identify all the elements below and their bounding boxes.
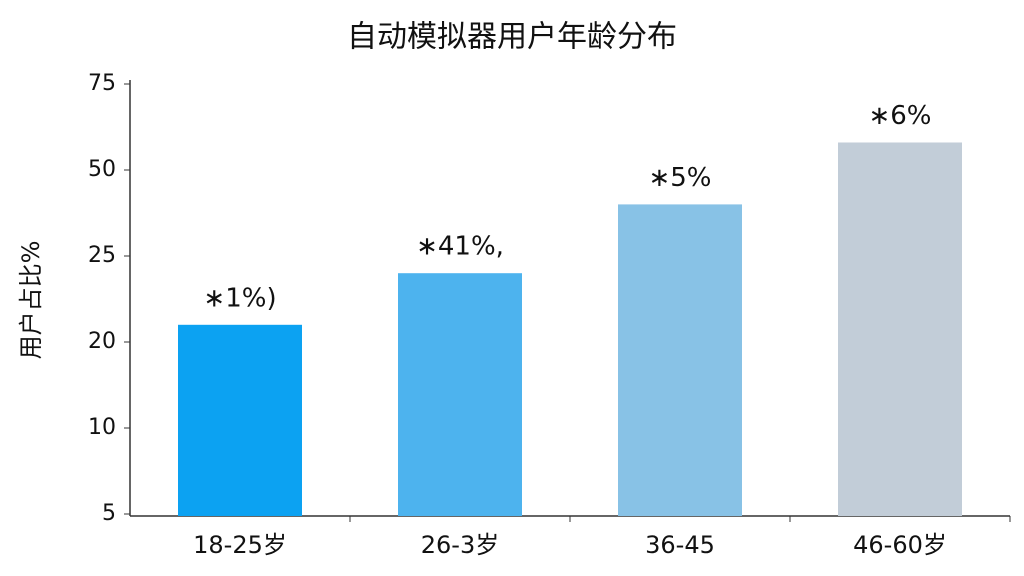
y-tick-label: 5 xyxy=(102,501,116,526)
x-tick-label: 26-3岁 xyxy=(421,531,499,559)
y-tick-label: 25 xyxy=(88,243,116,268)
bar-annotation: ∗6% xyxy=(868,101,931,131)
bar-annotation: ∗5% xyxy=(648,163,711,193)
bar-annotation: ∗41%, xyxy=(416,232,504,262)
bar-annotation: ∗1%) xyxy=(203,283,276,313)
bar xyxy=(838,142,962,517)
y-tick-label: 20 xyxy=(88,329,116,354)
y-axis-title: 用户占比% xyxy=(17,241,45,360)
x-tick-label: 18-25岁 xyxy=(193,531,287,559)
bar xyxy=(178,324,302,516)
bar xyxy=(618,204,742,516)
x-tick-label: 46-60岁 xyxy=(853,531,947,559)
y-tick-label: 75 xyxy=(88,71,116,96)
bar xyxy=(398,273,522,516)
x-tick-label: 36-45 xyxy=(645,531,715,559)
chart-title: 自动模拟器用户年龄分布 xyxy=(347,20,677,55)
y-tick-label: 50 xyxy=(88,157,116,182)
y-tick-label: 10 xyxy=(88,415,116,440)
